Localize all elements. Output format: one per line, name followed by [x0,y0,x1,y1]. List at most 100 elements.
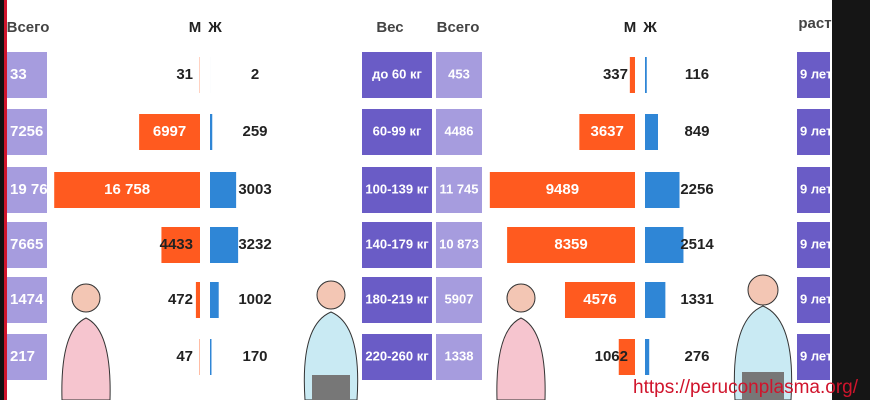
age: 9 лет [800,66,832,81]
total: 4486 [445,123,474,138]
female-value: 31 [176,66,193,83]
age-box [797,277,830,323]
male-bar [210,172,237,208]
male-value: 2514 [680,236,714,253]
female-value: 9489 [546,181,579,198]
female-bar [618,339,635,375]
male-value: 1002 [238,291,271,308]
age-box [797,52,830,98]
header: Всего [7,19,50,36]
weight-box [362,109,432,155]
total-box [436,109,482,155]
male-bar [645,114,658,150]
female-bar [54,172,200,208]
age: 9 лет [800,123,832,138]
weight-box [362,222,432,268]
age: 9 лет [800,236,832,251]
header-m: М [624,19,637,36]
total-box [7,277,47,323]
male-value: 1331 [680,291,713,308]
female-bar [629,57,635,93]
female-value: 6997 [153,123,186,140]
age-box [797,167,830,213]
total-box [7,109,47,155]
header-f: Ж [207,19,222,36]
age-box [797,334,830,380]
weight: 220-260 кг [365,348,429,363]
weight: 60-99 кг [373,123,422,138]
url: https://peruconplasma.org/ [633,377,859,398]
edge [0,0,4,400]
weight: 100-139 кг [365,181,429,196]
male-bar [645,172,680,208]
male-value: 849 [684,123,709,140]
male-value: 259 [242,123,267,140]
female-value: 8359 [554,236,587,253]
age: 9 лет [800,348,832,363]
header-f: Ж [642,19,657,36]
weight-box [362,277,432,323]
weight: до 60 кг [372,66,422,81]
weight: 140-179 кг [365,236,429,251]
female-value: 4433 [160,236,193,253]
male-bar [210,339,212,375]
figure-male [733,274,793,400]
total-box [436,167,482,213]
weight-box [362,334,432,380]
female-value: 47 [176,348,193,365]
male-bar [210,114,213,150]
total: 5907 [445,291,474,306]
total: 217 [10,348,35,365]
edge-line [4,0,7,400]
weight: 180-219 кг [365,291,429,306]
male-bar [645,339,650,375]
weight-box [362,52,432,98]
total-box [7,52,47,98]
female-value: 3637 [590,123,623,140]
female-value: 16 758 [104,181,150,198]
age: 9 лет [800,291,832,306]
total-box [436,334,482,380]
female-bar [195,282,200,318]
total: 7256 [10,123,43,140]
female-value: 4576 [583,291,616,308]
total-box [436,222,482,268]
male-value: 2 [251,66,259,83]
header-m: М [189,19,202,36]
female-bar [507,227,635,263]
male-value: 2256 [680,181,713,198]
total: 7665 [10,236,43,253]
female-value: 1062 [595,348,628,365]
male-value: 276 [684,348,709,365]
male-bar [210,227,239,263]
total-box [436,277,482,323]
total: 1474 [10,291,44,308]
female-bar [139,114,200,150]
header: раст [798,15,831,32]
total: 33 [10,66,27,83]
female-value: 337 [603,66,628,83]
female-bar [579,114,635,150]
figure-male [303,280,359,400]
female-value: 472 [168,291,193,308]
male-value: 170 [242,348,267,365]
figure-female [61,283,111,400]
total: 11 745 [439,181,478,196]
total-box [436,52,482,98]
header: Всего [437,19,480,36]
female-bar [564,282,635,318]
age: 9 лет [800,181,832,196]
edge [832,0,870,400]
age-box [797,222,830,268]
male-value: 116 [685,66,709,83]
total: 453 [448,66,470,81]
male-bar [645,227,684,263]
male-value: 3232 [238,236,271,253]
total: 10 873 [439,236,479,251]
female-bar [161,227,200,263]
female-bar [489,172,635,208]
weight-box [362,167,432,213]
male-value: 3003 [238,181,271,198]
